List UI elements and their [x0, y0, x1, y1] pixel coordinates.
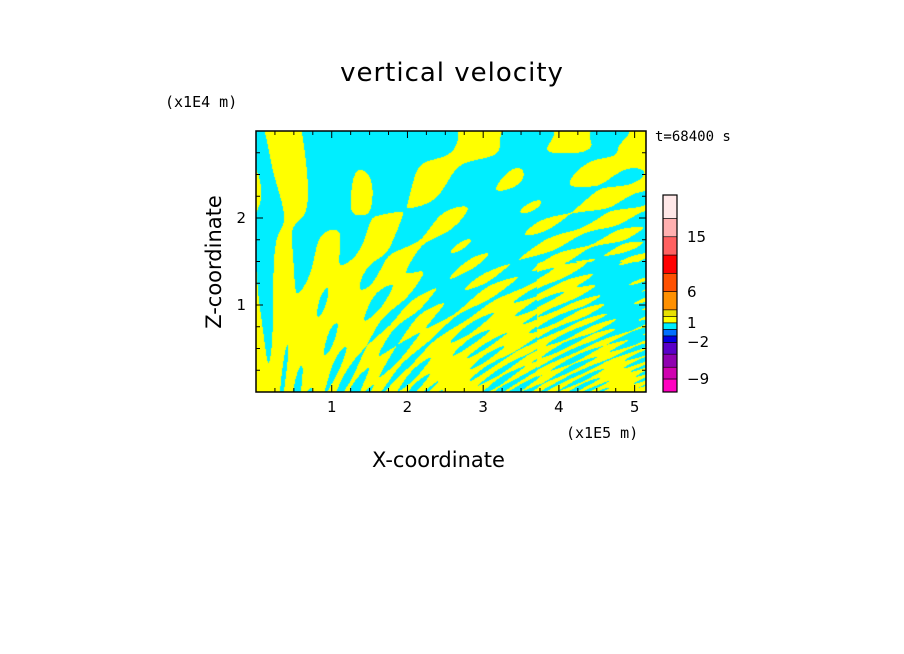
x-axis-unit: (x1E5 m): [566, 424, 639, 442]
y-axis-unit: (x1E4 m): [165, 93, 238, 111]
colorbar-segment: [662, 218, 678, 238]
colorbar-label: −2: [687, 333, 710, 352]
colorbar-label: 15: [687, 227, 707, 246]
colorbar-label: −9: [687, 369, 710, 388]
x-tick-label: 3: [478, 398, 488, 416]
x-tick-label: 2: [402, 398, 413, 416]
colorbar-segment: [662, 329, 678, 337]
colorbar-segment: [662, 378, 678, 393]
colorbar-segment: [662, 291, 678, 311]
colorbar-label: 6: [687, 282, 697, 301]
time-annotation: t=68400 s: [655, 129, 731, 145]
colorbar-segment: [662, 342, 678, 355]
colorbar-segment: [662, 366, 678, 380]
colorbar-frame: [662, 194, 678, 393]
colorbar-segment: [662, 335, 678, 343]
velocity-field: [256, 131, 646, 392]
x-tick-label: 4: [554, 398, 564, 416]
colorbar-segment: [662, 316, 678, 324]
colorbar-segment: [662, 236, 678, 256]
x-tick-label: 5: [629, 398, 640, 416]
colorbar-segment: [662, 254, 678, 274]
colorbar-segment: [662, 353, 678, 368]
colorbar-segment: [662, 309, 678, 317]
colorbar-segment: [662, 322, 678, 330]
colorbar-segment: [662, 272, 678, 292]
x-axis-label: X-coordinate: [372, 448, 505, 472]
x-tick-label: 1: [326, 398, 337, 416]
chart-title: vertical velocity: [340, 58, 564, 88]
y-tick-label: 1: [236, 296, 246, 314]
colorbar-segment: [662, 194, 678, 219]
colorbar-label: 1: [687, 313, 697, 332]
y-tick-label: 2: [236, 209, 246, 227]
